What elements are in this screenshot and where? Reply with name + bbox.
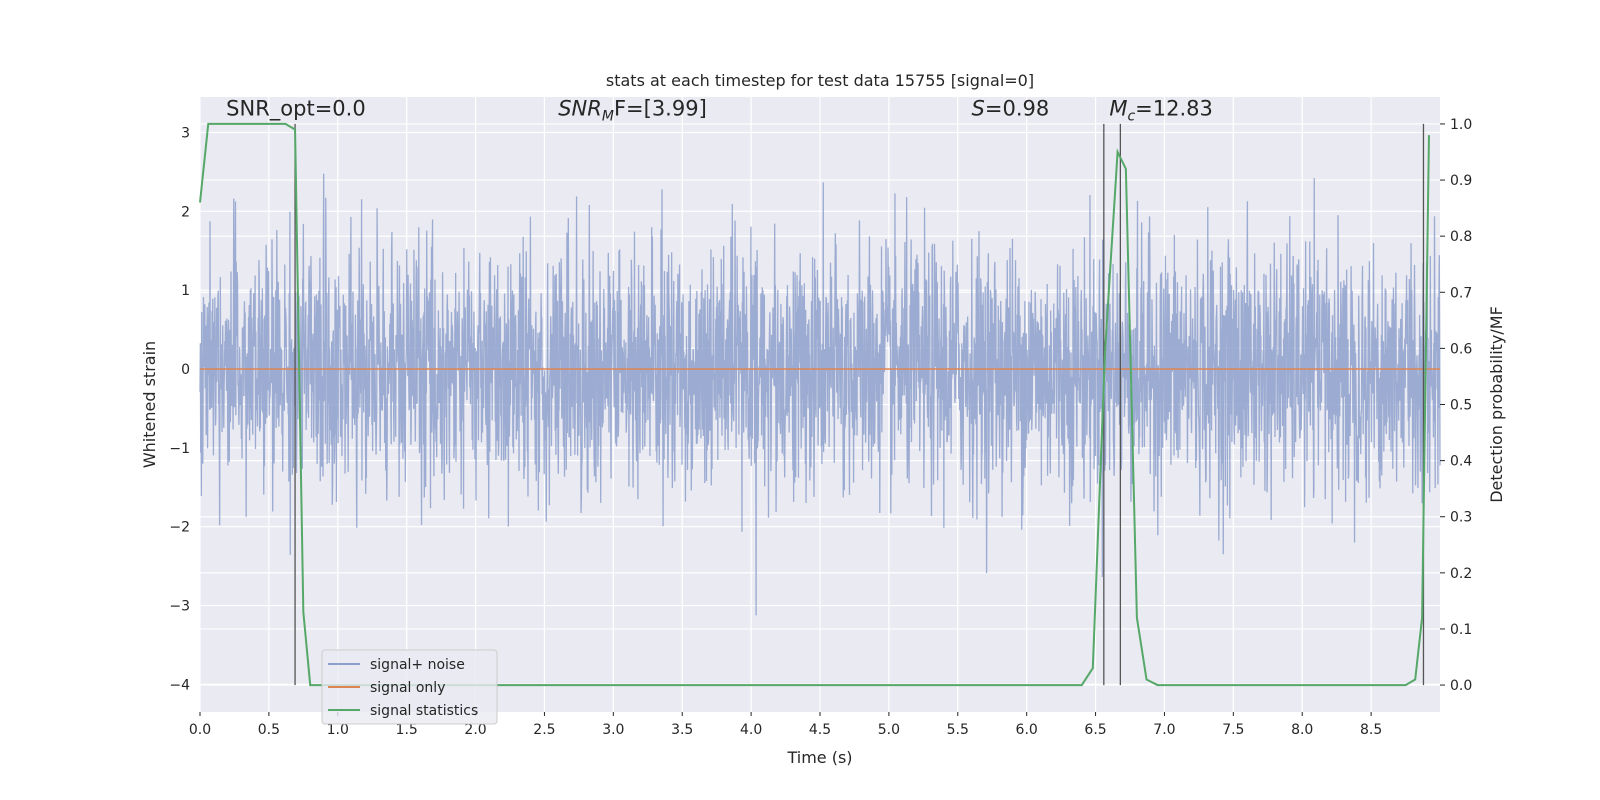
signal-statistics-line [199,122,1430,687]
x-tick-label: 6.0 [1016,722,1038,738]
x-tick-label: 4.5 [809,722,831,738]
legend-label: signal statistics [370,703,478,719]
y2-tick-label: 0.6 [1450,341,1472,357]
chart-title: stats at each timestep for test data 157… [606,71,1034,90]
y-tick-label: 3 [181,125,190,141]
x-tick-label: 5.5 [947,722,969,738]
x-tick-label: 3.0 [602,722,624,738]
legend: signal+ noise signal only signal statistic… [321,649,498,725]
y2-tick-label: 0.7 [1450,285,1472,301]
x-tick-label: 3.5 [671,722,693,738]
x-tick-label: 7.5 [1222,722,1244,738]
series-signal-statistics [199,122,1430,687]
x-tick-label: 5.0 [878,722,900,738]
y-tick-label: 1 [181,283,190,299]
x-tick-label: 4.0 [740,722,762,738]
x-tick-label: 1.0 [327,722,349,738]
y2-axis-label: Detection probability/MF [1487,306,1506,503]
y2-tick-label: 0.1 [1450,622,1472,638]
x-tick-label: 6.5 [1084,722,1106,738]
y2-tick-label: 0.5 [1450,398,1472,414]
x-tick-label: 8.0 [1291,722,1313,738]
annotation: SNRMF=[3.99] [558,97,707,125]
y-tick-label: −4 [169,677,190,693]
y-tick-label: 2 [181,204,190,220]
y2-tick-label: 0.3 [1450,510,1472,526]
x-axis-label: Time (s) [786,748,852,767]
x-tick-label: 0.5 [258,722,280,738]
annotations: SNR_opt=0.0 SNRMF=[3.99] S=0.98 Mc=12.83 [226,97,1213,125]
y2-tick-label: 0.9 [1450,173,1472,189]
y-tick-label: −1 [169,441,190,457]
noise-line [199,173,1441,616]
y-tick-label: 0 [181,362,190,378]
y2-tick-label: 0.0 [1450,678,1472,694]
legend-label: signal+ noise [370,657,465,673]
annotation: SNR_opt=0.0 [226,97,366,122]
y2-tick-label: 0.4 [1450,454,1472,470]
y-tick-label: −2 [169,520,190,536]
series-signal-plus-noise [199,173,1441,616]
x-tick-label: 2.0 [464,722,486,738]
x-tick-label: 7.0 [1153,722,1175,738]
legend-label: signal only [370,680,445,696]
y2-tick-label: 0.2 [1450,566,1472,582]
x-tick-label: 2.5 [533,722,555,738]
y2-axis-ticks: 1.0 0.9 0.8 0.7 0.6 0.5 0.4 0.3 0.2 0.1 0.0 [1440,117,1472,694]
x-tick-label: 0.0 [189,722,211,738]
y2-tick-label: 1.0 [1450,117,1472,133]
y2-tick-label: 0.8 [1450,229,1472,245]
annotation: Mc=12.83 [1109,97,1213,125]
legend-box [321,649,498,725]
x-tick-label: 8.5 [1360,722,1382,738]
y-tick-label: −3 [169,599,190,615]
y-axis-ticks: 3 2 1 0 −1 −2 −3 −4 [169,125,190,693]
x-tick-label: 1.5 [396,722,418,738]
y-axis-label: Whitened strain [140,341,159,468]
annotation: S=0.98 [972,97,1050,121]
x-axis-ticks: 0.0 0.5 1.0 1.5 2.0 2.5 3.0 3.5 4.0 4.5 5.0 5.5 6.0 6… [189,712,1382,738]
